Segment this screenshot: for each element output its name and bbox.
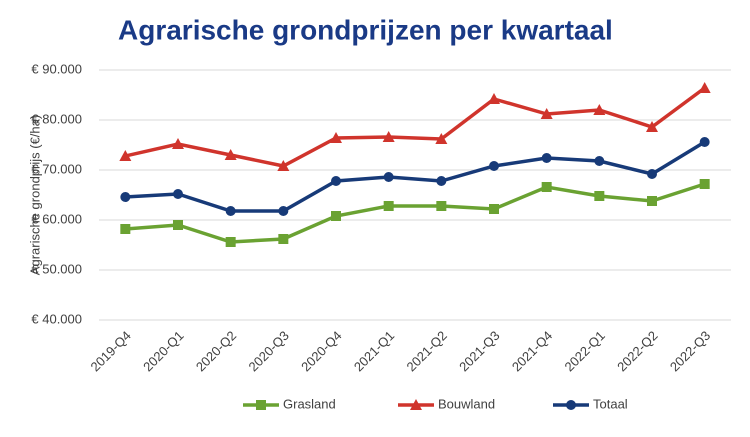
x-tick-label: 2021-Q1 bbox=[351, 328, 397, 374]
chart-title: Agrarische grondprijzen per kwartaal bbox=[118, 14, 613, 45]
legend-label: Totaal bbox=[593, 396, 628, 411]
marker bbox=[698, 82, 711, 93]
y-tick-label: € 40.000 bbox=[31, 311, 82, 326]
legend-label: Bouwland bbox=[438, 396, 495, 411]
marker bbox=[225, 237, 236, 247]
marker bbox=[225, 206, 236, 216]
marker bbox=[382, 131, 395, 142]
series-line bbox=[125, 140, 706, 213]
y-tick-label: € 80.000 bbox=[31, 111, 82, 126]
marker bbox=[277, 160, 290, 171]
series-line bbox=[125, 182, 706, 244]
marker bbox=[256, 400, 266, 410]
x-tick-label: 2020-Q4 bbox=[298, 328, 344, 374]
marker bbox=[488, 93, 500, 104]
y-tick-label: € 70.000 bbox=[31, 161, 82, 176]
x-tick-label: 2019-Q4 bbox=[88, 328, 134, 374]
x-tick-label: 2022-Q2 bbox=[614, 328, 660, 374]
legend-label: Grasland bbox=[283, 396, 336, 411]
x-tick-label: 2021-Q4 bbox=[509, 328, 555, 374]
marker bbox=[594, 191, 605, 201]
marker bbox=[224, 149, 237, 160]
x-tick-label: 2022-Q1 bbox=[562, 328, 608, 374]
marker bbox=[435, 133, 448, 144]
series-line bbox=[124, 86, 706, 168]
y-axis-label: Agrarische grondprijs (€/ha) bbox=[27, 115, 42, 275]
marker bbox=[647, 169, 657, 179]
marker bbox=[699, 179, 710, 189]
marker bbox=[278, 206, 289, 216]
marker bbox=[383, 172, 394, 182]
marker bbox=[541, 153, 552, 163]
marker bbox=[540, 108, 553, 119]
marker bbox=[566, 400, 576, 410]
marker bbox=[120, 224, 131, 234]
marker bbox=[436, 201, 447, 211]
y-tick-label: € 60.000 bbox=[31, 211, 82, 226]
marker bbox=[172, 138, 184, 149]
marker bbox=[120, 192, 131, 202]
y-tick-label: € 50.000 bbox=[31, 261, 82, 276]
marker bbox=[173, 220, 183, 230]
marker bbox=[436, 176, 447, 186]
marker bbox=[331, 211, 341, 221]
marker bbox=[489, 161, 499, 171]
marker bbox=[119, 150, 132, 161]
marker bbox=[278, 234, 289, 244]
marker bbox=[330, 132, 342, 143]
marker bbox=[593, 104, 606, 115]
x-tick-label: 2020-Q1 bbox=[140, 328, 186, 374]
marker bbox=[173, 189, 183, 199]
marker bbox=[410, 399, 422, 410]
x-tick-label: 2020-Q3 bbox=[246, 328, 292, 374]
marker bbox=[699, 137, 710, 147]
y-tick-label: € 90.000 bbox=[31, 61, 82, 76]
x-tick-label: 2020-Q2 bbox=[193, 328, 239, 374]
marker bbox=[489, 204, 499, 214]
x-tick-label: 2022-Q3 bbox=[667, 328, 713, 374]
marker bbox=[383, 201, 394, 211]
marker bbox=[647, 196, 657, 206]
marker bbox=[541, 182, 552, 192]
x-tick-label: 2021-Q2 bbox=[404, 328, 450, 374]
marker bbox=[331, 176, 341, 186]
marker bbox=[594, 156, 605, 166]
marker bbox=[646, 121, 658, 132]
x-tick-label: 2021-Q3 bbox=[456, 328, 502, 374]
